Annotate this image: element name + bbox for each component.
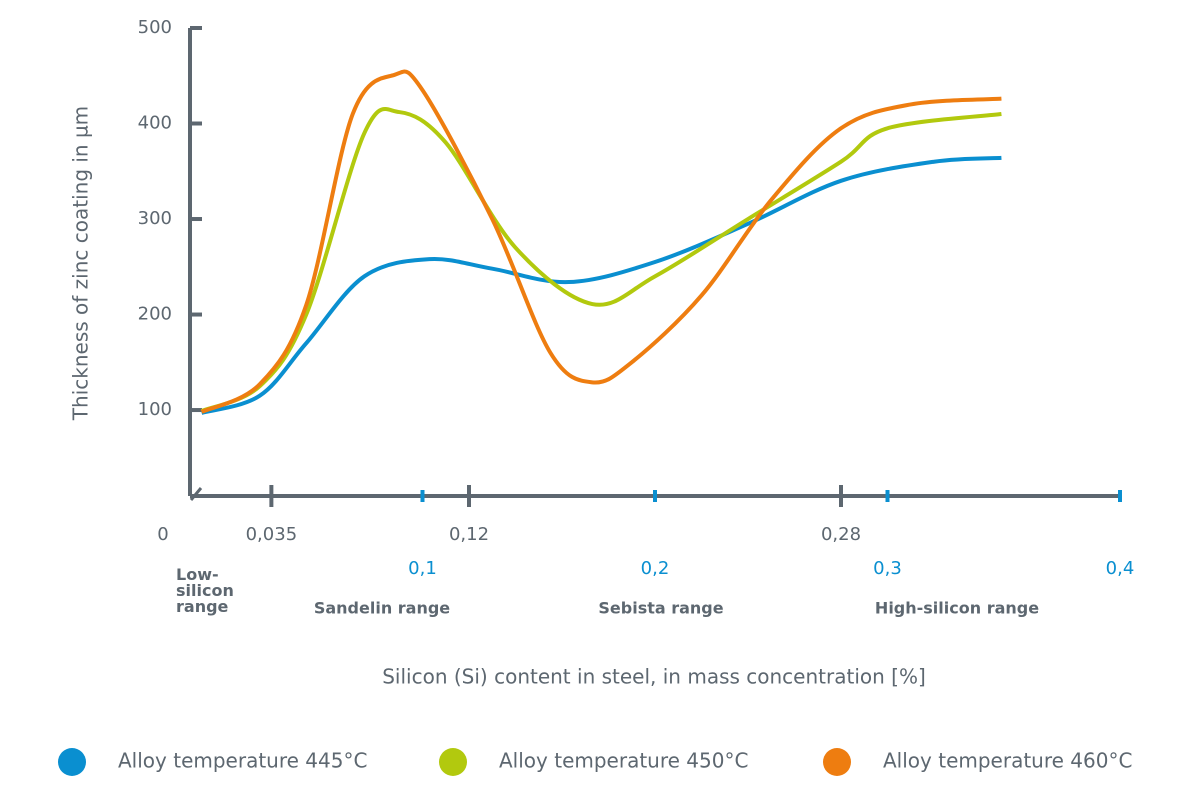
y-tick-label: 400 [138, 113, 172, 134]
legend-label: Alloy temperature 450°C [499, 749, 748, 773]
x-axis-label: Silicon (Si) content in steel, in mass c… [382, 665, 926, 689]
axis-break [189, 487, 203, 501]
legend-swatch [439, 748, 467, 776]
y-tick-label: 200 [138, 304, 172, 325]
range-label: Sebista range [598, 599, 723, 618]
range-label: High-silicon range [875, 599, 1039, 618]
x-tick-label: 0,2 [641, 558, 670, 579]
legend-swatch [58, 748, 86, 776]
y-tick-label: 100 [138, 399, 172, 420]
legend-label: Alloy temperature 460°C [883, 749, 1132, 773]
y-tick-label: 300 [138, 208, 172, 229]
x-range-tick-label: 0 [157, 524, 168, 545]
legend-label: Alloy temperature 445°C [118, 749, 367, 773]
x-range-tick-label: 0,12 [449, 524, 489, 545]
x-tick-label: 0,3 [873, 558, 902, 579]
y-axis-label: Thickness of zinc coating in µm [69, 106, 93, 421]
x-tick-label: 0,4 [1106, 558, 1135, 579]
range-label-line: silicon [176, 581, 234, 600]
line [200, 107, 1002, 413]
y-tick-label: 500 [138, 17, 172, 38]
range-label: Sandelin range [314, 599, 450, 618]
line [200, 69, 1002, 414]
range-label-line: Low- [176, 565, 219, 584]
x-range-tick-label: 0,035 [246, 524, 298, 545]
legend-swatch [823, 748, 851, 776]
x-range-tick-label: 0,28 [821, 524, 861, 545]
line [201, 155, 1002, 415]
range-label-line: range [176, 597, 229, 616]
x-tick-label: 0,1 [408, 558, 437, 579]
range-label: Low-silicon range [176, 565, 234, 616]
